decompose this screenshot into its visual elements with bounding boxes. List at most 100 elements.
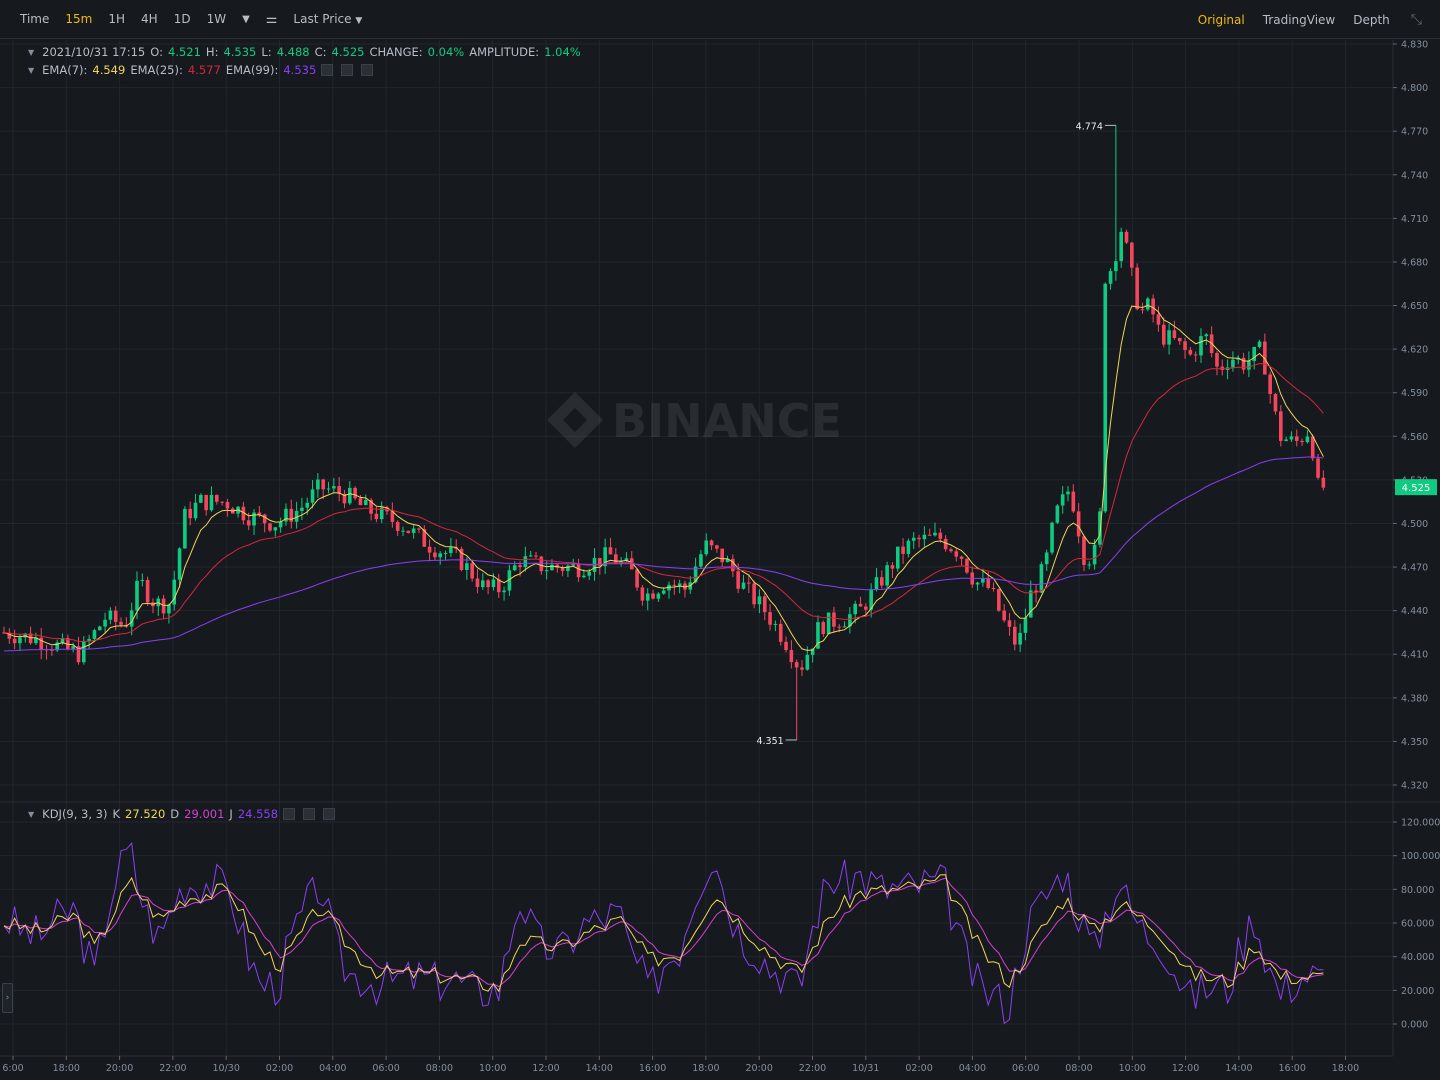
candle bbox=[161, 594, 166, 620]
time-button[interactable]: Time bbox=[20, 12, 50, 26]
candle-body bbox=[113, 610, 118, 622]
candle-body bbox=[60, 638, 65, 643]
interval-1w[interactable]: 1W bbox=[206, 12, 227, 26]
interval-15m[interactable]: 15m bbox=[65, 12, 93, 26]
legend-toggle-icon[interactable]: ▼ bbox=[28, 47, 35, 57]
ema-toggle-icon[interactable]: ▼ bbox=[28, 65, 35, 75]
time-tick-label: 08:00 bbox=[426, 1063, 453, 1074]
candle-body bbox=[1279, 411, 1283, 441]
view-original[interactable]: Original bbox=[1197, 12, 1245, 27]
ema-visibility-icon[interactable] bbox=[321, 64, 334, 76]
candle-body bbox=[816, 622, 820, 649]
candle bbox=[1135, 263, 1139, 311]
collapse-arrows-icon[interactable]: ⤡ bbox=[1410, 11, 1422, 28]
view-tradingview[interactable]: TradingView bbox=[1262, 12, 1336, 27]
kdj-toggle-icon[interactable]: ▼ bbox=[28, 809, 35, 819]
candle bbox=[757, 589, 762, 614]
ema25-line bbox=[3, 362, 1324, 642]
candle bbox=[379, 501, 384, 524]
candle-body bbox=[933, 532, 937, 536]
candle bbox=[1098, 507, 1102, 548]
side-panel-toggle-icon[interactable]: › bbox=[2, 983, 13, 1013]
chart-toolbar: Time 15m 1H 4H 1D 1W ▼ ⚌ Last Price ▼ Or… bbox=[0, 0, 1440, 39]
candle bbox=[1279, 405, 1283, 447]
candle bbox=[316, 473, 320, 498]
candle-body bbox=[374, 513, 379, 520]
candle-body bbox=[332, 486, 336, 489]
legend-change: 0.04% bbox=[427, 45, 465, 59]
candle-body bbox=[1130, 242, 1134, 268]
chevron-down-icon[interactable]: ▼ bbox=[242, 13, 250, 25]
candle bbox=[225, 498, 230, 517]
candle-body bbox=[954, 551, 959, 557]
candle-body bbox=[598, 557, 602, 567]
candle bbox=[1060, 486, 1065, 514]
price-type-select[interactable]: Last Price ▼ bbox=[285, 12, 370, 26]
candle bbox=[991, 582, 996, 592]
kdj-visibility-icon[interactable] bbox=[283, 808, 296, 820]
candle-body bbox=[959, 556, 964, 559]
kdj-tick-label: 120.000 bbox=[1401, 818, 1440, 829]
candle-body bbox=[1204, 334, 1209, 337]
candle-body bbox=[608, 547, 613, 555]
candle bbox=[1161, 317, 1166, 348]
candle-body bbox=[885, 565, 889, 586]
candle-body bbox=[475, 578, 480, 588]
candle-body bbox=[699, 554, 703, 567]
candle bbox=[310, 480, 315, 509]
candle bbox=[188, 501, 192, 526]
candle-body bbox=[199, 494, 203, 503]
candle-body bbox=[1156, 314, 1161, 325]
kdj-close-icon[interactable] bbox=[323, 808, 336, 820]
candle-body bbox=[406, 530, 411, 533]
candle-body bbox=[443, 552, 448, 554]
candle-body bbox=[241, 506, 246, 521]
candle-body bbox=[358, 498, 363, 506]
candle bbox=[438, 551, 443, 565]
candle-body bbox=[736, 571, 740, 589]
candle bbox=[220, 501, 224, 506]
legend-open: 4.521 bbox=[167, 45, 201, 59]
candle-body bbox=[1316, 458, 1320, 478]
candle bbox=[911, 532, 916, 550]
time-tick-label: 02:00 bbox=[266, 1063, 293, 1074]
candle-body bbox=[18, 637, 22, 644]
candle bbox=[507, 564, 512, 596]
price-tick-label: 4.590 bbox=[1401, 388, 1428, 399]
candle bbox=[395, 520, 400, 536]
last-price-tag bbox=[1395, 479, 1437, 496]
view-depth[interactable]: Depth bbox=[1353, 12, 1390, 27]
candle-body bbox=[278, 521, 283, 528]
candle-body bbox=[550, 564, 554, 571]
candle bbox=[289, 499, 294, 529]
candle bbox=[1183, 337, 1187, 359]
candle-body bbox=[874, 577, 879, 590]
binance-logo-icon: BINANCE bbox=[547, 392, 842, 448]
candle-body bbox=[337, 486, 341, 494]
price-chart[interactable]: BINANCE 4.774 4.351 4.830 4.800 4.770 4.740 4.7… bbox=[0, 40, 1440, 1080]
ema-settings-icon[interactable] bbox=[341, 64, 354, 76]
candle-body bbox=[1092, 544, 1097, 565]
ema-close-icon[interactable] bbox=[361, 64, 374, 76]
candle bbox=[560, 565, 565, 577]
candle-body bbox=[997, 589, 1001, 611]
interval-1h[interactable]: 1H bbox=[108, 12, 126, 26]
legend-close-label: C: bbox=[314, 45, 327, 59]
candle bbox=[927, 528, 932, 536]
candle bbox=[406, 530, 411, 534]
candle bbox=[284, 503, 288, 526]
legend-amplitude-label: AMPLITUDE: bbox=[469, 45, 540, 59]
candle-body bbox=[427, 546, 432, 553]
price-tick-label: 4.320 bbox=[1401, 781, 1428, 792]
candle bbox=[140, 573, 145, 587]
candle bbox=[129, 602, 134, 636]
candle bbox=[1034, 583, 1038, 603]
interval-1d[interactable]: 1D bbox=[173, 12, 191, 26]
interval-4h[interactable]: 4H bbox=[141, 12, 158, 26]
candle bbox=[1193, 351, 1198, 362]
sliders-icon[interactable]: ⚌ bbox=[265, 11, 278, 27]
candle bbox=[18, 634, 22, 652]
kdj-settings-icon[interactable] bbox=[303, 808, 316, 820]
candle-body bbox=[869, 589, 873, 610]
candle bbox=[1114, 125, 1118, 281]
